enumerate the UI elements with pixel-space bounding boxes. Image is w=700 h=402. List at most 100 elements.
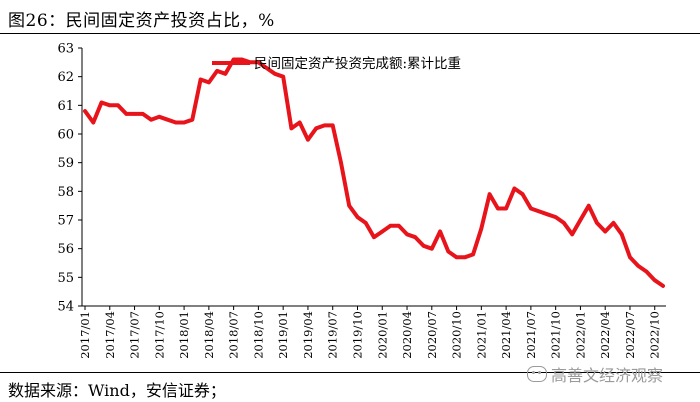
- legend-label: 民间固定资产投资完成额:累计比重: [254, 56, 461, 72]
- data-point: [421, 244, 426, 248]
- data-point: [454, 255, 459, 260]
- data-point: [107, 103, 112, 108]
- x-tick-label: 2019/10: [350, 311, 364, 359]
- data-point: [240, 57, 244, 62]
- y-tick-label: 56: [57, 242, 74, 257]
- data-point: [306, 137, 310, 142]
- data-point: [281, 74, 285, 79]
- data-point: [231, 57, 236, 62]
- data-point: [256, 60, 261, 65]
- data-point: [644, 269, 649, 274]
- data-point: [207, 80, 211, 85]
- data-point: [116, 103, 120, 108]
- y-tick-label: 60: [57, 128, 74, 143]
- x-tick-label: 2017/07: [128, 311, 142, 359]
- x-tick-label: 2019/04: [301, 311, 315, 359]
- data-point: [330, 123, 335, 128]
- data-point: [182, 120, 186, 125]
- series-line: [83, 57, 665, 288]
- data-point: [471, 252, 475, 257]
- x-tick-label: 2020/07: [425, 311, 439, 359]
- data-point: [141, 112, 145, 116]
- data-point: [413, 235, 418, 239]
- data-point: [595, 221, 599, 225]
- x-tick-label: 2020/04: [400, 311, 414, 359]
- source-rule: [0, 372, 700, 373]
- x-axis-ticks: 2017/01 2017/04 2017/07 2017/10 2018/01 2018/…: [78, 306, 662, 359]
- data-point: [380, 229, 385, 234]
- x-tick-label: 2021/10: [549, 311, 563, 359]
- data-point: [190, 117, 195, 122]
- x-tick-label: 2022/04: [598, 311, 612, 359]
- data-point: [545, 212, 550, 217]
- chart-title: 图26：民间固定资产投资占比，%: [8, 11, 275, 31]
- x-tick-label: 2019/07: [326, 311, 340, 359]
- chart-axes: [81, 48, 666, 307]
- data-point: [339, 160, 343, 165]
- data-point: [512, 186, 517, 191]
- x-tick-label: 2017/10: [152, 311, 166, 359]
- data-point: [619, 232, 624, 237]
- data-point: [611, 221, 616, 225]
- x-tick-label: 2021/04: [499, 311, 513, 359]
- x-tick-label: 2017/01: [78, 311, 92, 359]
- x-tick-label: 2019/01: [276, 311, 290, 359]
- y-tick-label: 54: [57, 300, 74, 315]
- data-point: [372, 235, 376, 239]
- data-point: [322, 123, 327, 128]
- x-tick-label: 2021/07: [524, 311, 538, 359]
- watermark: 高善文经济观察: [527, 362, 663, 386]
- data-point: [289, 126, 294, 131]
- data-point: [446, 249, 451, 254]
- x-tick-label: 2018/04: [202, 311, 216, 359]
- data-point: [520, 192, 525, 196]
- data-point: [537, 209, 541, 214]
- data-point: [438, 229, 442, 234]
- data-point: [83, 109, 87, 113]
- data-point: [570, 232, 574, 237]
- data-point: [586, 203, 591, 208]
- data-point: [264, 66, 269, 70]
- x-tick-label: 2017/04: [103, 311, 117, 359]
- data-point: [405, 232, 409, 237]
- data-point: [132, 112, 137, 116]
- data-point: [479, 226, 484, 231]
- y-tick-label: 62: [57, 70, 74, 85]
- data-point: [388, 223, 393, 228]
- data-point: [562, 221, 566, 225]
- y-axis-ticks: 54 55 56 57 58 59 60 61 62 63: [57, 42, 82, 315]
- data-point: [314, 126, 319, 131]
- x-tick-label: 2022/10: [648, 311, 662, 359]
- data-point: [636, 264, 641, 268]
- data-point: [273, 72, 277, 76]
- data-point: [628, 255, 632, 260]
- title-rule: [0, 33, 700, 34]
- watermark-text: 高善文经济观察: [551, 366, 664, 385]
- x-tick-label: 2022/01: [573, 311, 587, 359]
- series-points: [83, 57, 665, 288]
- data-point: [430, 246, 434, 251]
- data-point: [99, 100, 104, 105]
- data-point: [165, 117, 170, 122]
- data-point: [215, 69, 219, 73]
- x-tick-label: 2021/01: [474, 311, 488, 359]
- data-point: [157, 115, 162, 119]
- x-tick-label: 2020/10: [450, 311, 464, 359]
- y-tick-label: 58: [57, 185, 74, 200]
- y-tick-label: 61: [57, 99, 74, 114]
- data-point: [124, 112, 129, 116]
- wechat-icon: [527, 366, 547, 382]
- data-point: [603, 229, 607, 234]
- data-point: [248, 60, 252, 65]
- data-point: [553, 215, 558, 219]
- data-point: [174, 120, 178, 125]
- x-tick-label: 2018/01: [177, 311, 191, 359]
- x-tick-label: 2018/07: [227, 311, 241, 359]
- data-point: [347, 203, 352, 208]
- x-tick-label: 2018/10: [251, 311, 265, 359]
- data-point: [355, 215, 360, 219]
- data-point: [661, 284, 665, 288]
- data-point: [496, 206, 500, 211]
- y-tick-label: 59: [57, 156, 74, 171]
- data-point: [487, 192, 492, 196]
